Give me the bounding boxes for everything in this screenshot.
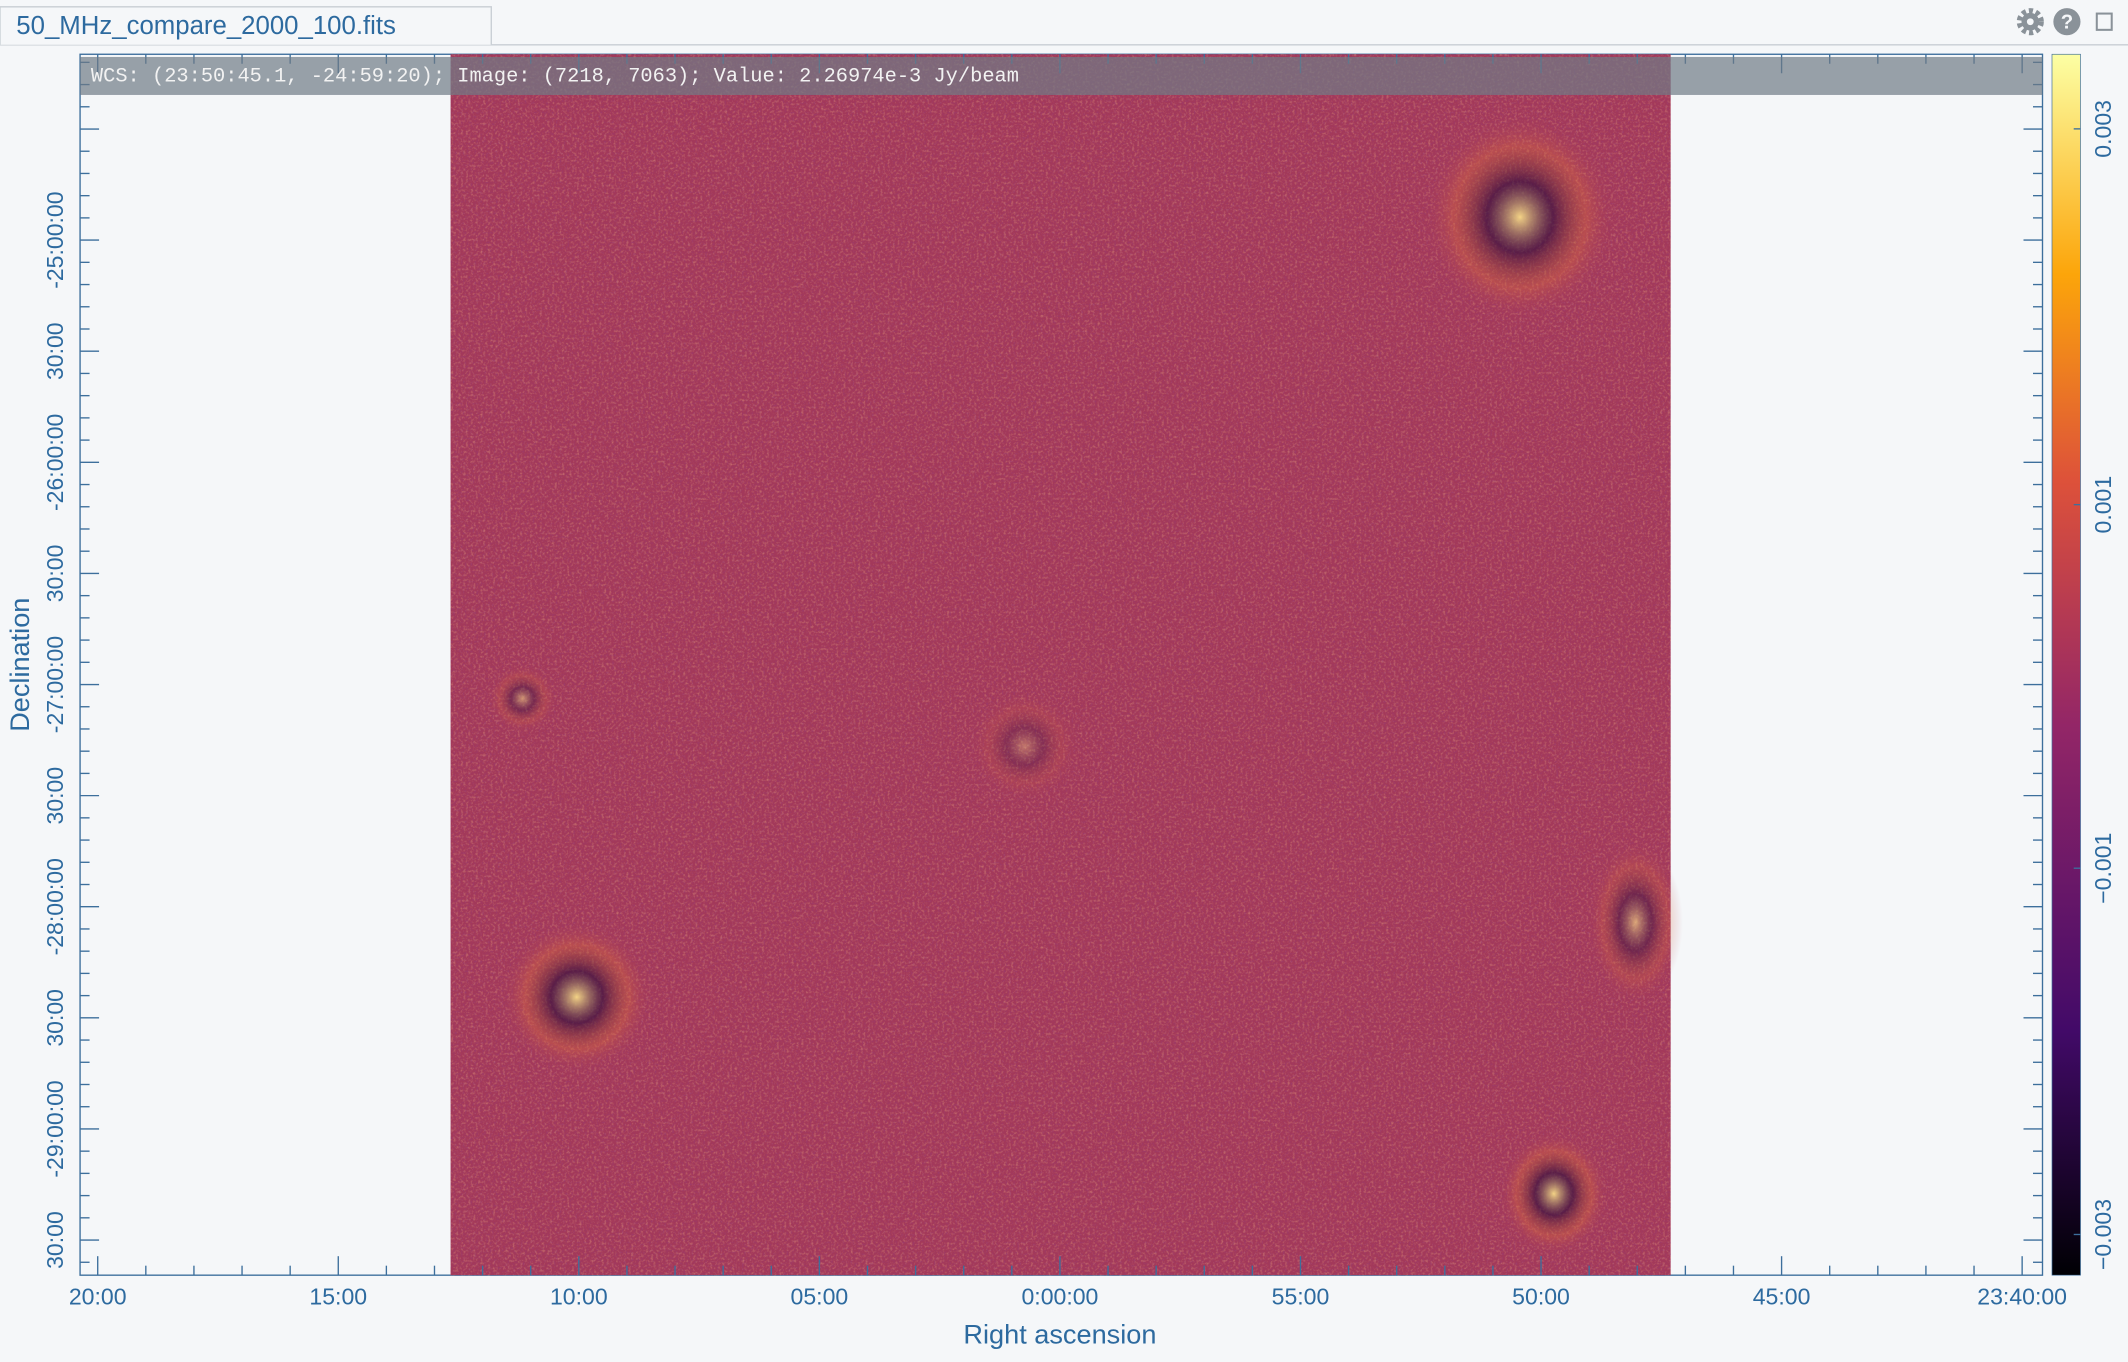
colorbar [2051, 53, 2081, 1276]
y-tick-label: 30:00 [42, 545, 68, 603]
x-tick-label: 15:00 [309, 1283, 367, 1309]
y-tick-label: -25:00:00 [42, 191, 68, 288]
help-icon[interactable]: ? [2053, 8, 2081, 36]
image [450, 54, 1683, 1276]
cursor-info-bar [80, 56, 2043, 95]
tab[interactable] [0, 6, 492, 45]
colorbar-tick-label: −0.003 [2090, 1199, 2116, 1270]
x-tick-label: 45:00 [1753, 1283, 1811, 1309]
x-tick-label: 0:00:00 [1021, 1283, 1098, 1309]
y-axis-label: Declination [4, 598, 35, 732]
tab-title[interactable]: 50_MHz_compare_2000_100.fits [16, 12, 396, 40]
x-tick-label: 23:40:00 [1977, 1283, 2067, 1309]
y-tick-label: 30:00 [42, 322, 68, 380]
colorbar-tick-label: −0.001 [2090, 833, 2116, 904]
x-tick-label: 05:00 [791, 1283, 849, 1309]
colorbar-tick-label: 0.003 [2090, 100, 2116, 158]
y-tick-label: -26:00:00 [42, 414, 68, 511]
cursor-info: WCS: (23:50:45.1, -24:59:20); Image: (72… [91, 65, 1019, 88]
maximize-icon[interactable] [2095, 12, 2113, 31]
colorbar-tick-label: 0.001 [2090, 476, 2116, 534]
y-tick-label: -27:00:00 [42, 636, 68, 733]
x-axis-label: Right ascension [963, 1318, 1156, 1349]
x-tick-label: 55:00 [1272, 1283, 1330, 1309]
x-tick-label: 20:00 [69, 1283, 127, 1309]
svg-text:?: ? [2061, 11, 2073, 33]
y-tick-label: 30:00 [42, 767, 68, 825]
settings-icon[interactable] [2016, 8, 2044, 36]
y-tick-label: 30:00 [42, 989, 68, 1047]
y-tick-label: -28:00:00 [42, 858, 68, 955]
x-tick-label: 50:00 [1512, 1283, 1570, 1309]
y-tick-label: 30:00 [42, 1211, 68, 1269]
y-tick-label: -29:00:00 [42, 1080, 68, 1177]
x-tick-label: 10:00 [550, 1283, 608, 1309]
